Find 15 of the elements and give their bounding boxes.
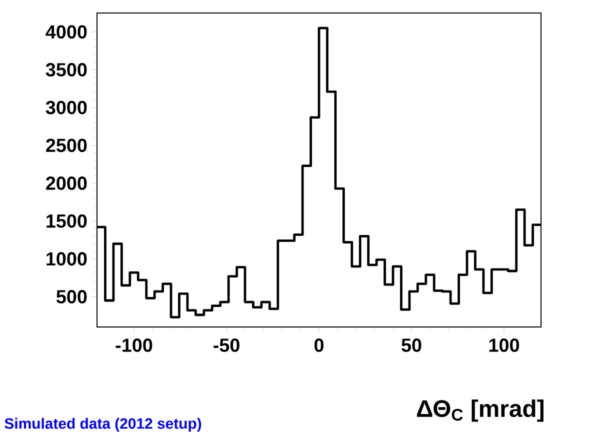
y-tick-label: 2500 bbox=[46, 138, 87, 152]
y-tick-label: 1000 bbox=[46, 252, 87, 266]
y-tick-label: 500 bbox=[56, 290, 87, 304]
y-tick-label: 3000 bbox=[46, 100, 87, 114]
y-tick-label: 4000 bbox=[46, 25, 87, 39]
x-tick-label: 100 bbox=[489, 338, 520, 352]
x-tick-label: -100 bbox=[116, 338, 152, 352]
x-tick-label: 0 bbox=[314, 338, 324, 352]
text: Simulated data (2012 setup) bbox=[4, 418, 202, 432]
x-axis-title: ΔΘ$_{C}$ [mrad] bbox=[417, 399, 544, 422]
x-tick-label: 50 bbox=[402, 338, 422, 352]
y-tick-label: 3500 bbox=[46, 63, 87, 76]
y-tick-label: 2000 bbox=[46, 176, 87, 190]
y-tick-label: 1500 bbox=[46, 214, 87, 228]
x-tick-label: -50 bbox=[214, 338, 240, 352]
